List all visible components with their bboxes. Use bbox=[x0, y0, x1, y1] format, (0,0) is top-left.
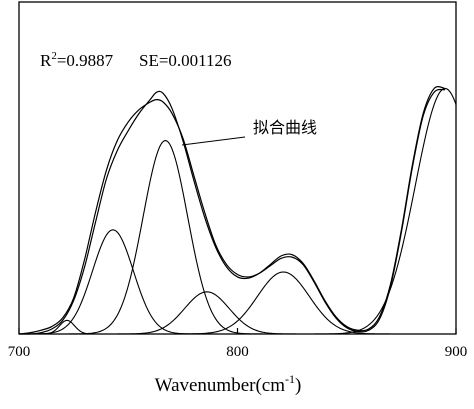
fit-label-leader-line bbox=[181, 136, 246, 146]
x-axis-ticks-group: 700 800 900 bbox=[8, 328, 468, 360]
x-tick-label-900: 900 bbox=[445, 344, 468, 360]
se-annotation: SE=0.001126 bbox=[139, 51, 232, 70]
component-peak-3 bbox=[19, 139, 456, 335]
component-peak-4 bbox=[19, 291, 456, 335]
component-peak-6 bbox=[19, 87, 457, 335]
component-peak-5 bbox=[19, 271, 456, 335]
component-peaks-group bbox=[19, 87, 457, 335]
measured-spectrum bbox=[18, 86, 446, 335]
r2-annotation: R2=0.9887 bbox=[40, 50, 114, 70]
x-tick-label-800: 800 bbox=[226, 344, 249, 360]
fitted-curve bbox=[18, 88, 446, 335]
x-tick-label-700: 700 bbox=[8, 344, 31, 360]
series-group bbox=[18, 86, 446, 335]
x-axis-title: Wavenumber(cm-1) bbox=[155, 372, 302, 396]
fit-curve-label: 拟合曲线 bbox=[253, 118, 317, 137]
